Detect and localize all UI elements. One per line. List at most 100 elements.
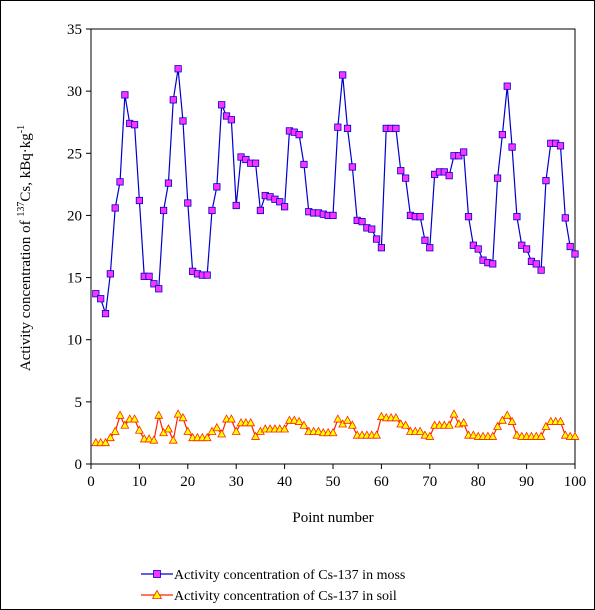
data-point-soil bbox=[401, 420, 411, 429]
x-tick-label: 90 bbox=[519, 474, 534, 490]
data-point-moss bbox=[460, 148, 468, 156]
data-point-moss bbox=[339, 71, 347, 79]
y-tick-label: 10 bbox=[67, 333, 82, 349]
data-point-moss bbox=[464, 213, 473, 221]
data-point-moss bbox=[159, 206, 168, 215]
data-point-moss bbox=[179, 117, 187, 125]
data-point-moss bbox=[121, 91, 129, 99]
data-point-moss bbox=[493, 174, 502, 182]
y-tick-label: 15 bbox=[67, 271, 82, 287]
data-point-soil bbox=[541, 421, 551, 430]
data-point-moss bbox=[368, 225, 376, 233]
data-point-soil bbox=[163, 424, 173, 433]
data-point-soil bbox=[231, 426, 241, 435]
data-point-moss bbox=[489, 260, 497, 268]
data-point-moss bbox=[397, 167, 405, 175]
data-point-soil bbox=[294, 416, 304, 425]
data-point-soil bbox=[144, 434, 154, 443]
data-point-moss bbox=[566, 242, 574, 251]
data-point-moss bbox=[213, 183, 221, 191]
y-tick-label: 20 bbox=[67, 208, 82, 224]
y-axis-title: Activity concentration of 137Cs, kBq·kg-… bbox=[16, 125, 34, 371]
data-point-moss bbox=[280, 203, 289, 211]
data-point-soil bbox=[488, 431, 498, 440]
x-axis-title: Point number bbox=[292, 510, 373, 526]
legend-label-soil: Activity concentration of Cs-137 in soil bbox=[174, 589, 397, 604]
data-point-moss bbox=[372, 235, 381, 243]
data-point-soil bbox=[420, 430, 430, 439]
data-point-moss bbox=[150, 280, 158, 288]
data-point-moss bbox=[116, 178, 124, 186]
legend: Activity concentration of Cs-137 in moss… bbox=[141, 568, 405, 604]
legend-item-soil: Activity concentration of Cs-137 in soil bbox=[141, 589, 397, 604]
data-point-soil bbox=[101, 437, 110, 447]
data-point-soil bbox=[444, 420, 454, 429]
data-point-soil bbox=[154, 410, 164, 419]
data-point-moss bbox=[218, 101, 226, 109]
data-point-moss bbox=[101, 310, 110, 318]
data-point-moss bbox=[503, 82, 511, 90]
y-tick-label: 25 bbox=[67, 146, 82, 162]
data-point-moss bbox=[334, 123, 342, 131]
data-point-moss bbox=[532, 260, 540, 268]
x-tick-label: 40 bbox=[277, 474, 292, 490]
data-point-moss bbox=[251, 159, 260, 167]
data-point-soil bbox=[183, 426, 193, 435]
data-point-moss bbox=[164, 179, 173, 187]
series-layer bbox=[91, 65, 580, 447]
data-point-moss bbox=[401, 174, 410, 182]
data-point-moss bbox=[300, 160, 308, 169]
data-point-soil bbox=[376, 411, 386, 420]
data-point-moss bbox=[455, 152, 463, 160]
data-point-moss bbox=[232, 201, 240, 210]
data-point-moss bbox=[174, 65, 182, 73]
data-point-soil bbox=[556, 416, 565, 425]
data-point-moss bbox=[155, 285, 163, 293]
x-tick-label: 30 bbox=[229, 474, 244, 490]
data-point-moss bbox=[130, 121, 139, 129]
data-point-soil bbox=[333, 414, 343, 423]
data-point-moss bbox=[222, 112, 231, 120]
y-tick-label: 30 bbox=[67, 84, 82, 100]
data-point-moss bbox=[537, 266, 545, 274]
data-point-moss bbox=[358, 218, 366, 226]
data-point-moss bbox=[111, 204, 119, 212]
data-point-soil bbox=[459, 417, 469, 427]
y-tick-label: 35 bbox=[67, 22, 82, 38]
data-point-moss bbox=[508, 143, 516, 151]
data-point-moss bbox=[208, 206, 216, 215]
data-point-soil bbox=[314, 426, 323, 435]
data-point-moss bbox=[203, 271, 211, 279]
data-point-moss bbox=[329, 211, 337, 220]
data-point-soil bbox=[149, 435, 159, 444]
data-point-moss bbox=[416, 213, 424, 221]
data-point-moss bbox=[518, 241, 526, 249]
data-point-soil bbox=[449, 409, 459, 418]
data-point-soil bbox=[396, 419, 406, 428]
data-point-soil bbox=[212, 422, 222, 432]
data-point-moss bbox=[169, 96, 177, 104]
data-point-soil bbox=[536, 431, 546, 440]
legend-item-moss: Activity concentration of Cs-137 in moss bbox=[141, 568, 405, 583]
x-tick-label: 60 bbox=[374, 474, 389, 490]
y-axis-title-prefix: Activity concentration of bbox=[18, 217, 34, 372]
data-point-moss bbox=[348, 163, 356, 171]
x-tick-label: 0 bbox=[87, 474, 95, 490]
data-point-moss bbox=[227, 116, 235, 124]
data-point-soil bbox=[507, 416, 517, 425]
data-point-soil bbox=[570, 431, 580, 440]
data-point-soil bbox=[202, 432, 212, 442]
data-point-soil bbox=[105, 432, 115, 442]
data-point-soil bbox=[289, 415, 299, 424]
data-point-soil bbox=[497, 415, 507, 424]
legend-label-moss: Activity concentration of Cs-137 in moss bbox=[174, 568, 405, 583]
data-point-moss bbox=[421, 236, 429, 244]
x-tick-label: 80 bbox=[471, 474, 486, 490]
data-point-moss bbox=[276, 198, 284, 206]
data-point-moss bbox=[343, 124, 352, 133]
data-point-soil bbox=[502, 410, 512, 419]
x-tick-label: 20 bbox=[180, 474, 195, 490]
data-point-soil bbox=[168, 435, 178, 444]
data-point-moss bbox=[242, 155, 250, 164]
